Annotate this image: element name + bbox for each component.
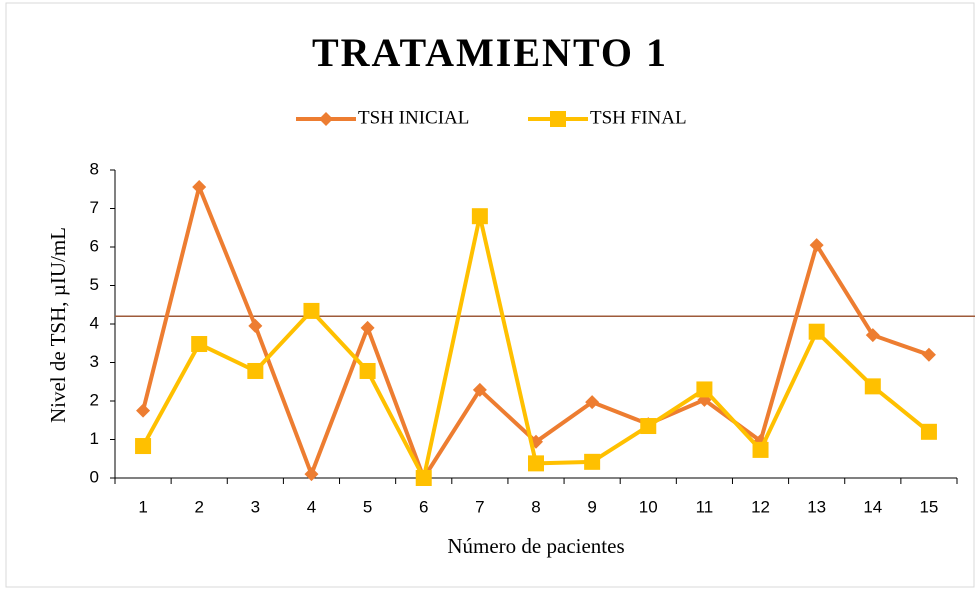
y-tick-label: 3 (90, 352, 99, 371)
data-point (247, 362, 264, 379)
data-point (528, 455, 544, 472)
x-tick-label: 13 (807, 497, 826, 516)
data-point (808, 323, 825, 340)
data-point (920, 423, 937, 440)
data-point (248, 318, 263, 333)
chart-title: TRATAMIENTO 1 (312, 30, 668, 75)
x-tick-label: 5 (363, 497, 372, 516)
data-point (864, 378, 881, 395)
y-tick-label: 1 (90, 429, 99, 448)
data-point (696, 381, 713, 398)
x-tick-label: 12 (751, 497, 770, 516)
y-tick-label: 6 (90, 236, 99, 255)
y-tick-label: 0 (90, 467, 99, 486)
data-point (472, 382, 487, 397)
data-point (752, 441, 769, 458)
data-point (550, 111, 566, 127)
x-tick-label: 9 (587, 497, 596, 516)
data-point (359, 362, 376, 379)
data-point (471, 208, 488, 225)
y-tick-label: 2 (90, 390, 99, 409)
x-tick-label: 11 (696, 497, 714, 516)
x-tick-label: 4 (307, 497, 316, 516)
data-point (585, 395, 600, 410)
legend-label: TSH FINAL (590, 107, 687, 128)
chart-frame (5, 2, 975, 588)
x-tick-label: 14 (863, 497, 882, 516)
x-tick-label: 1 (138, 497, 147, 516)
x-axis-label: Número de pacientes (447, 534, 624, 558)
data-point (640, 418, 657, 435)
data-point (319, 112, 333, 126)
x-tick-label: 2 (194, 497, 203, 516)
data-point (584, 453, 601, 470)
y-tick-label: 7 (90, 198, 99, 217)
data-point (809, 238, 824, 253)
data-point (415, 470, 432, 486)
x-tick-label: 8 (531, 497, 540, 516)
data-point (921, 347, 936, 362)
x-tick-label: 10 (639, 497, 658, 516)
y-tick-label: 5 (90, 275, 99, 294)
data-point (135, 438, 152, 455)
legend-label: TSH INICIAL (358, 107, 469, 128)
data-point (191, 336, 208, 353)
x-tick-label: 6 (419, 497, 428, 516)
data-point (192, 179, 207, 194)
data-point (360, 320, 375, 335)
data-point (136, 403, 151, 418)
data-point (865, 328, 880, 343)
x-tick-label: 3 (251, 497, 260, 516)
y-tick-label: 4 (90, 313, 99, 332)
y-axis-label: Nivel de TSH, µIU/mL (46, 227, 70, 423)
x-tick-label: 7 (475, 497, 484, 516)
data-point (304, 467, 319, 482)
data-point (303, 302, 320, 319)
y-tick-label: 8 (90, 159, 99, 178)
x-tick-label: 15 (919, 497, 938, 516)
